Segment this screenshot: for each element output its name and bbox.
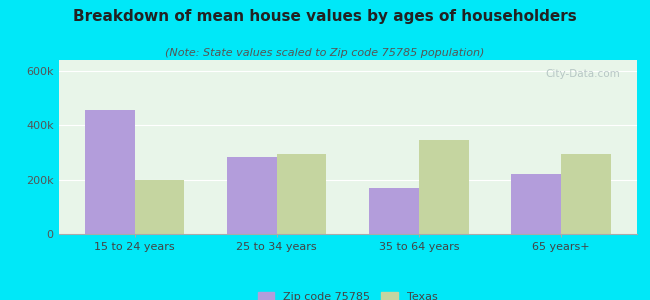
Legend: Zip code 75785, Texas: Zip code 75785, Texas [254,288,441,300]
Bar [135,180,185,234]
Bar [84,110,135,234]
Bar [561,154,611,234]
Bar [419,140,469,234]
Text: Breakdown of mean house values by ages of householders: Breakdown of mean house values by ages o… [73,9,577,24]
Bar [277,154,326,234]
Bar [227,157,277,234]
Text: City-Data.com: City-Data.com [545,69,619,79]
Text: (Note: State values scaled to Zip code 75785 population): (Note: State values scaled to Zip code 7… [165,48,485,58]
Bar [369,188,419,234]
Bar [511,174,561,234]
